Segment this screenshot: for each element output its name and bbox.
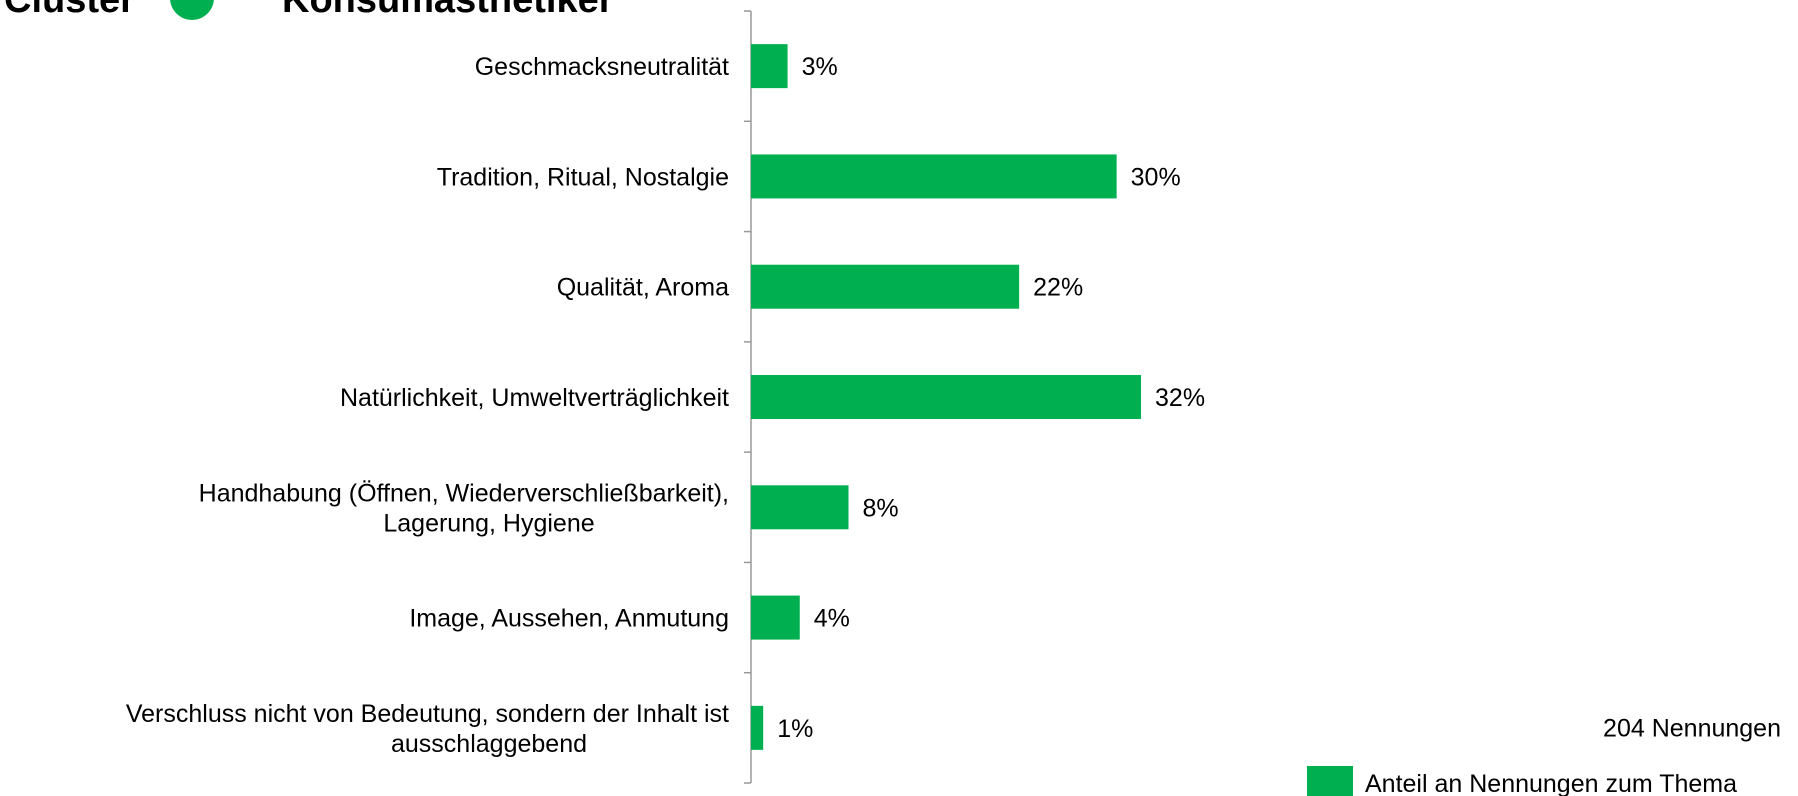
bar xyxy=(751,595,800,640)
bar xyxy=(751,154,1117,199)
chart-title-suffix: Konsumästhetiker xyxy=(282,0,614,21)
value-label: 30% xyxy=(1131,163,1181,191)
value-label: 4% xyxy=(814,605,850,633)
bar xyxy=(751,485,849,530)
bar xyxy=(751,44,788,89)
y-tick-label: Verschluss nicht von Bedeutung, sondern … xyxy=(126,700,729,758)
chart-title: Cluster xyxy=(4,0,135,21)
y-tick-label: Image, Aussehen, Anmutung xyxy=(409,605,729,633)
value-label: 8% xyxy=(863,494,899,522)
bar xyxy=(751,375,1142,419)
value-label: 22% xyxy=(1033,274,1083,302)
title-badge xyxy=(170,0,214,20)
bar xyxy=(751,705,764,750)
y-tick-label: Geschmacksneutralität xyxy=(475,53,729,81)
annotation: 204 Nennungen xyxy=(1603,715,1781,743)
value-label: 3% xyxy=(802,53,838,81)
legend-label: Anteil an Nennungen zum Thema xyxy=(1365,770,1737,796)
legend-swatch xyxy=(1307,766,1353,796)
y-tick-label: Handhabung (Öffnen, Wiederverschließbark… xyxy=(199,479,729,537)
value-label: 1% xyxy=(777,715,813,743)
y-tick-label: Natürlichkeit, Umweltverträglichkeit xyxy=(340,384,729,412)
bar xyxy=(751,264,1020,309)
y-tick-label: Tradition, Ritual, Nostalgie xyxy=(437,163,729,191)
value-label: 32% xyxy=(1155,384,1205,412)
y-tick-label: Qualität, Aroma xyxy=(557,274,729,302)
